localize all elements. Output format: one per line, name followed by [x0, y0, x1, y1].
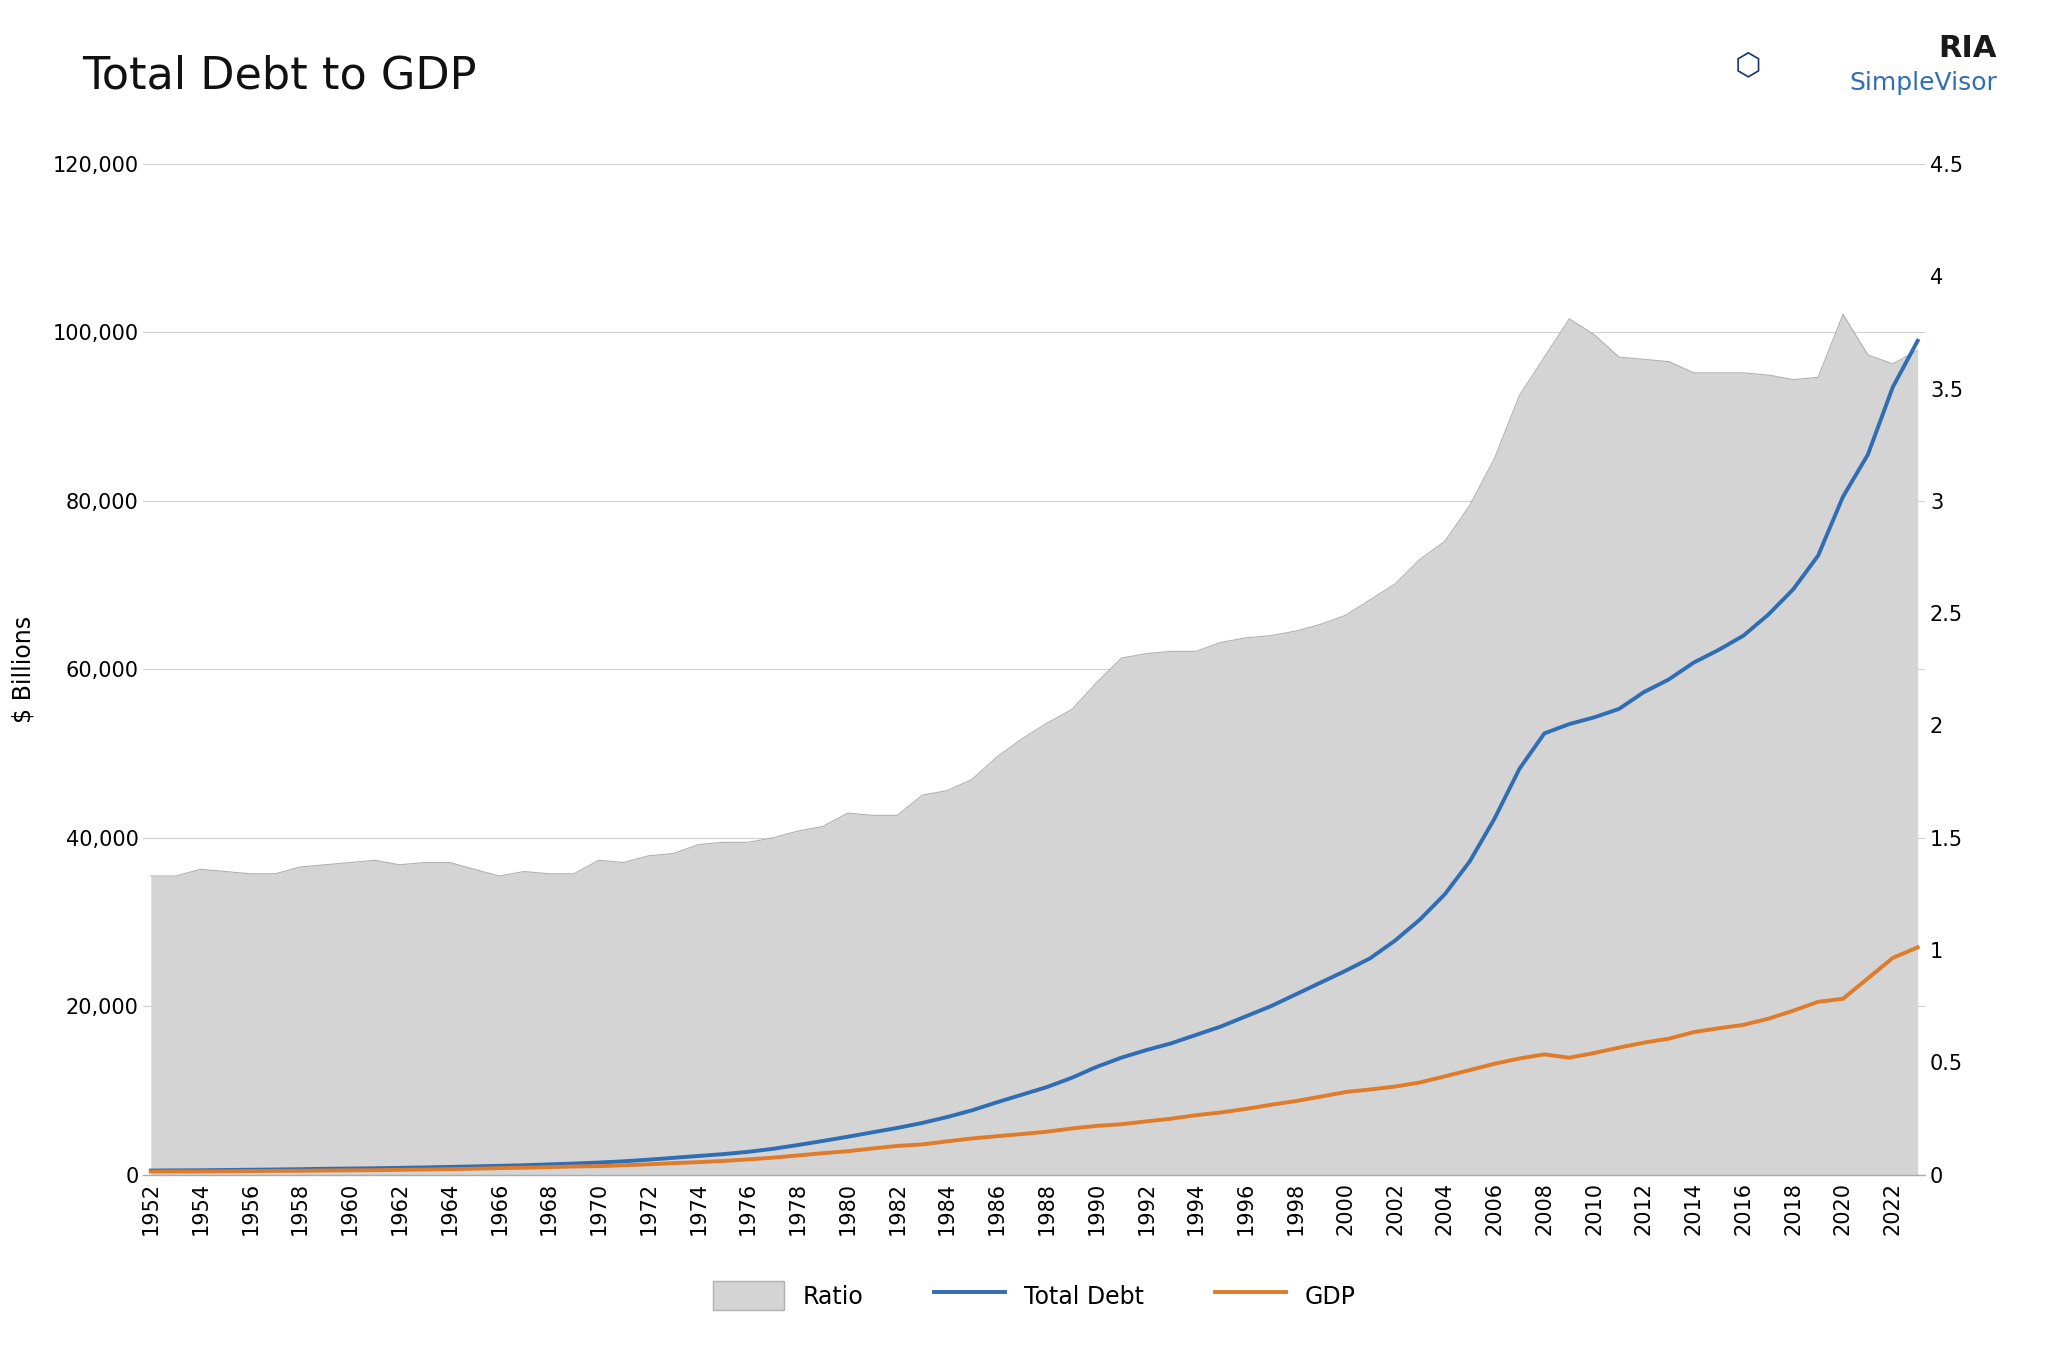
Text: SimpleVisor: SimpleVisor [1849, 71, 1997, 96]
Text: ⬡: ⬡ [1735, 52, 1761, 81]
Text: RIA: RIA [1937, 34, 1997, 63]
Legend: Ratio, Total Debt, GDP: Ratio, Total Debt, GDP [705, 1272, 1364, 1320]
Y-axis label: $ Billions: $ Billions [12, 616, 35, 723]
Text: Total Debt to GDP: Total Debt to GDP [82, 55, 477, 97]
